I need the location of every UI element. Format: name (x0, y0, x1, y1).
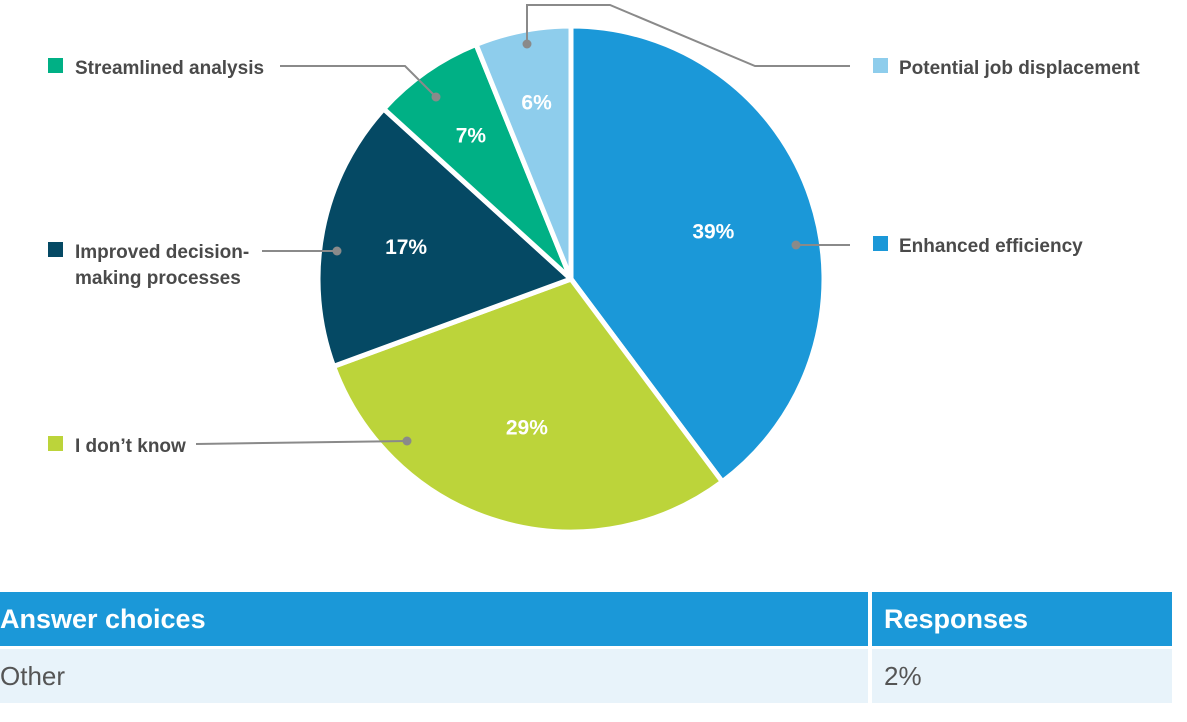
leader-dot-improved-decision-making-processes (332, 246, 342, 256)
pie-chart: 39% 29% 17% 7% 6% Enhanced efficiency I don’t… (48, 4, 1141, 535)
legend-label-i-don-t-know: I don’t know (75, 436, 186, 457)
pie-slice-potential-job-displacement (473, 23, 574, 282)
leader-dot-i-don-t-know (402, 436, 412, 446)
legend-swatch-i-don-t-know (48, 436, 63, 451)
table-cell-response: 2% (868, 646, 1172, 703)
legend-label-improved-decision-making-processes: Improved decision-making processes (75, 242, 249, 289)
table-cell-answer: Other (0, 646, 870, 703)
leader-dot-potential-job-displacement (522, 39, 532, 49)
legend-item-enhanced-efficiency: Enhanced efficiency (791, 236, 1083, 257)
legend-label-potential-job-displacement: Potential job displacement (899, 58, 1140, 79)
legend-label-streamlined-analysis: Streamlined analysis (75, 58, 264, 79)
pie-slice-labels: 39% 29% 17% 7% 6% (385, 91, 735, 439)
pie-slices (315, 23, 827, 535)
legend-swatch-enhanced-efficiency (873, 236, 888, 251)
table-row: Other 2% (0, 646, 1172, 703)
legend-swatch-improved-decision-making-processes (48, 242, 63, 257)
slice-value-label-potential-job-displacement: 6% (521, 91, 552, 114)
slice-value-label-streamlined-analysis: 7% (456, 124, 487, 147)
leader-line-streamlined-analysis (280, 65, 437, 98)
leader-dot-enhanced-efficiency (791, 240, 801, 250)
pie-slice-i-don-t-know (331, 276, 725, 535)
legend-item-improved-decision-making-processes: Improved decision-making processes (48, 242, 342, 289)
leader-dot-streamlined-analysis (431, 92, 441, 102)
pie-slice-enhanced-efficiency (568, 23, 827, 485)
table-header-row: Answer choices Responses (0, 592, 1172, 648)
leader-line-i-don-t-know (195, 440, 408, 445)
pie-slice-improved-decision-making-processes (315, 106, 574, 369)
legend-item-i-don-t-know: I don’t know (48, 436, 412, 457)
legend-item-potential-job-displacement: Potential job displacement (522, 4, 1140, 79)
pie-legend: Enhanced efficiency I don’t know Improved … (48, 4, 1140, 457)
leader-line-potential-job-displacement (526, 4, 850, 67)
legend-label-enhanced-efficiency: Enhanced efficiency (899, 236, 1083, 257)
table-header-responses: Responses (868, 592, 1172, 648)
slice-value-label-enhanced-efficiency: 39% (692, 221, 734, 244)
legend-item-streamlined-analysis: Streamlined analysis (48, 58, 441, 102)
slice-value-label-i-don-t-know: 29% (506, 417, 548, 440)
legend-swatch-potential-job-displacement (873, 58, 888, 73)
legend-swatch-streamlined-analysis (48, 58, 63, 73)
answers-table: Answer choices Responses Other 2% (0, 592, 1172, 703)
table-header-answer-choices: Answer choices (0, 592, 870, 648)
slice-value-label-improved-decision-making-processes: 17% (385, 236, 427, 259)
